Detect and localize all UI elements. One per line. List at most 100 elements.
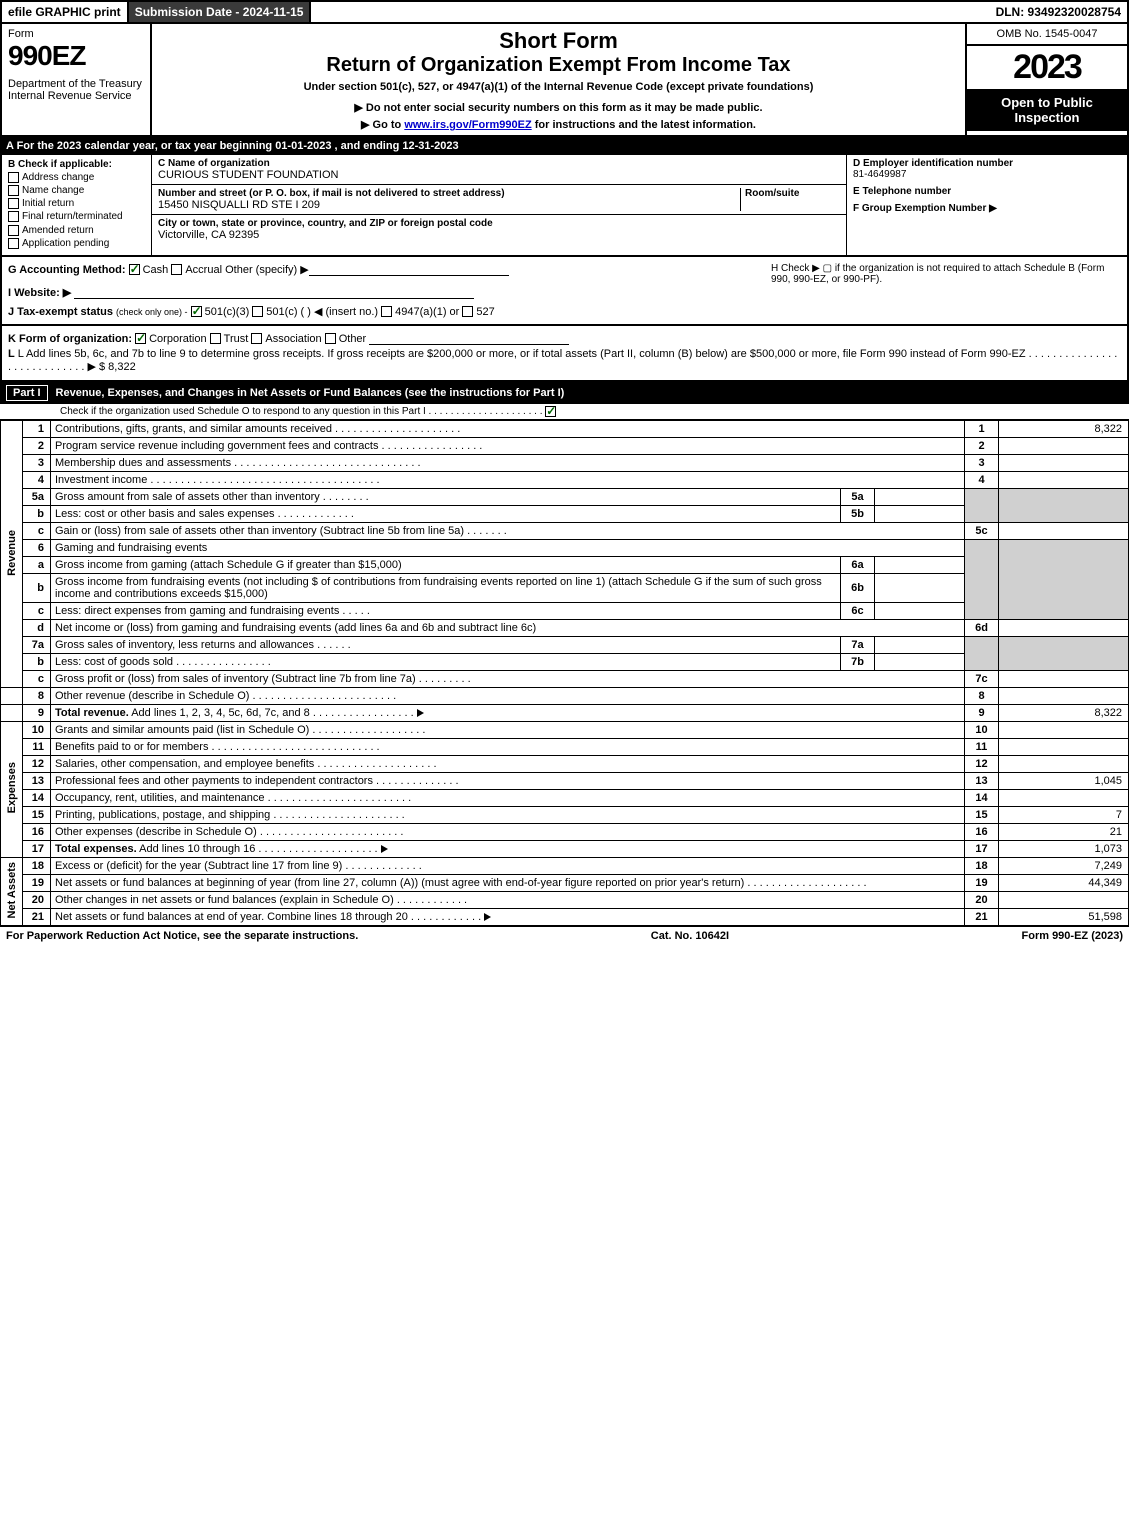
header-center: Short Form Return of Organization Exempt… [152,24,967,135]
chk-501c3[interactable] [191,306,202,317]
l17-num: 17 [23,840,51,857]
chk-527[interactable] [462,306,473,317]
chk-pending[interactable]: Application pending [8,238,145,249]
part1-label: Part I [6,385,48,401]
l5c-num: c [23,522,51,539]
l5a-num: 5a [23,488,51,505]
chk-corporation[interactable] [135,333,146,344]
form-label: Form [8,28,144,40]
l13-amount: 1,045 [999,772,1129,789]
l7a-mn: 7a [841,636,875,653]
l2-desc: Program service revenue including govern… [51,437,965,454]
l5b-mv [875,505,965,522]
l16-num: 16 [23,823,51,840]
l1-desc: Contributions, gifts, grants, and simila… [51,420,965,437]
arrow-icon-3 [484,913,491,921]
footer-left: For Paperwork Reduction Act Notice, see … [6,930,358,942]
chk-final-return[interactable]: Final return/terminated [8,211,145,222]
l5-shade-amt [999,488,1129,522]
l10-ln: 10 [965,721,999,738]
goto-pre: ▶ Go to [361,119,404,131]
l7b-mv [875,653,965,670]
line-l: L L Add lines 5b, 6c, and 7b to line 9 t… [8,348,1121,373]
l7b-mn: 7b [841,653,875,670]
form-header: Form 990EZ Department of the Treasury In… [0,24,1129,137]
l15-ln: 15 [965,806,999,823]
l17-desc: Total expenses. Add lines 10 through 16 … [51,840,965,857]
chk-name-change[interactable]: Name change [8,185,145,196]
l6c-desc: Less: direct expenses from gaming and fu… [51,602,841,619]
chk-4947[interactable] [381,306,392,317]
l10-num: 10 [23,721,51,738]
l1-ln: 1 [965,420,999,437]
col-c-name-address: C Name of organization CURIOUS STUDENT F… [152,155,847,255]
l7c-amount [999,670,1129,687]
l6b-num: b [23,573,51,602]
l6b-desc: Gross income from fundraising events (no… [51,573,841,602]
line-h: H Check ▶ ▢ if the organization is not r… [771,263,1121,318]
irs-link[interactable]: www.irs.gov/Form990EZ [404,119,531,131]
department: Department of the Treasury Internal Reve… [8,78,144,102]
l17-ln: 17 [965,840,999,857]
chk-amended[interactable]: Amended return [8,225,145,236]
col-b-label: B Check if applicable: [8,159,145,170]
line-l-amount: ▶ $ 8,322 [87,361,135,373]
l14-amount [999,789,1129,806]
l1-num: 1 [23,420,51,437]
l3-amount [999,454,1129,471]
arrow-icon-2 [381,845,388,853]
ein-label: D Employer identification number [853,158,1013,169]
l20-desc: Other changes in net assets or fund bala… [51,891,965,908]
l9-ln: 9 [965,704,999,721]
l14-desc: Occupancy, rent, utilities, and maintena… [51,789,965,806]
part1-header: Part I Revenue, Expenses, and Changes in… [0,382,1129,404]
l7b-desc: Less: cost of goods sold . . . . . . . .… [51,653,841,670]
chk-trust[interactable] [210,333,221,344]
header-left: Form 990EZ Department of the Treasury In… [2,24,152,135]
chk-schedule-o[interactable] [545,406,556,417]
expenses-side-label: Expenses [1,721,23,857]
l6d-desc: Net income or (loss) from gaming and fun… [51,619,965,636]
chk-address-change[interactable]: Address change [8,172,145,183]
chk-association[interactable] [251,333,262,344]
revenue-side-cont2 [1,704,23,721]
l14-num: 14 [23,789,51,806]
l6-shade [965,539,999,619]
dln: DLN: 93492320028754 [990,2,1127,22]
l19-amount: 44,349 [999,874,1129,891]
chk-cash[interactable] [129,264,140,275]
l7-shade-amt [999,636,1129,670]
l6a-mn: 6a [841,556,875,573]
l20-num: 20 [23,891,51,908]
chk-other-org[interactable] [325,333,336,344]
line-g: G Accounting Method: Cash Accrual Other … [8,263,771,276]
chk-501c[interactable] [252,306,263,317]
chk-accrual[interactable] [171,264,182,275]
l2-ln: 2 [965,437,999,454]
l7c-desc: Gross profit or (loss) from sales of inv… [51,670,965,687]
l13-desc: Professional fees and other payments to … [51,772,965,789]
l19-num: 19 [23,874,51,891]
line-i: I Website: ▶ [8,286,771,299]
revenue-side-label: Revenue [1,420,23,687]
l15-desc: Printing, publications, postage, and shi… [51,806,965,823]
l7c-ln: 7c [965,670,999,687]
l5b-mn: 5b [841,505,875,522]
header-right: OMB No. 1545-0047 2023 Open to Public In… [967,24,1127,135]
main-title: Return of Organization Exempt From Incom… [160,54,957,77]
arrow-icon [417,709,424,717]
l1-amount: 8,322 [999,420,1129,437]
efile-label[interactable]: efile GRAPHIC print [2,2,129,22]
l12-num: 12 [23,755,51,772]
line-k: K Form of organization: Corporation Trus… [8,333,1121,345]
addr-label: Number and street (or P. O. box, if mail… [158,188,505,199]
l4-ln: 4 [965,471,999,488]
group-exemption-label: F Group Exemption Number ▶ [853,203,997,214]
chk-initial-return[interactable]: Initial return [8,198,145,209]
l21-num: 21 [23,908,51,925]
l13-ln: 13 [965,772,999,789]
form-number: 990EZ [8,40,144,72]
l6b-mn: 6b [841,573,875,602]
phone-label: E Telephone number [853,186,951,197]
l21-desc: Net assets or fund balances at end of ye… [51,908,965,925]
